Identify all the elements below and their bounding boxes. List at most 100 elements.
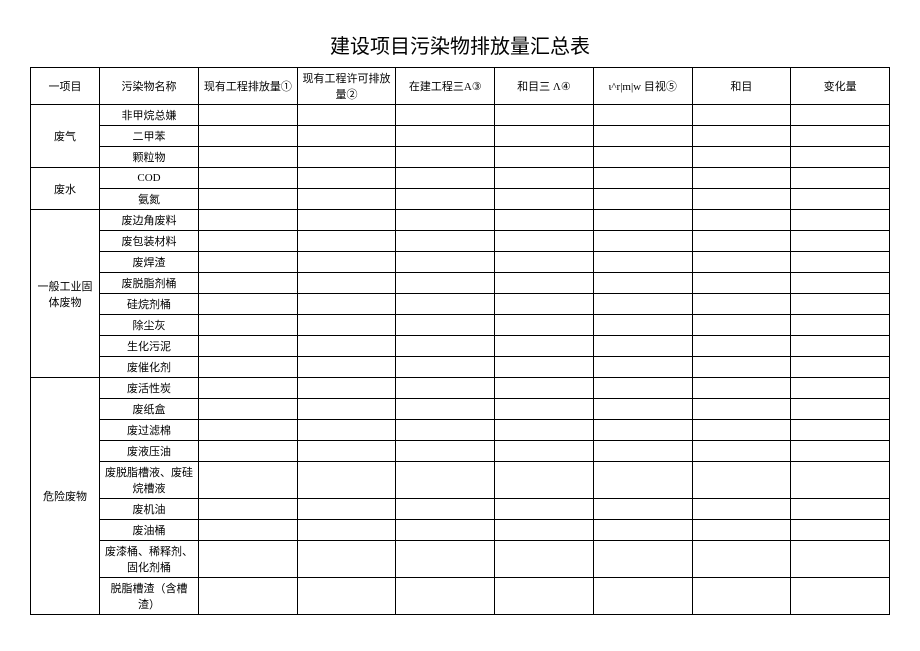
- table-row: 废水COD: [31, 168, 890, 189]
- page-title: 建设项目污染物排放量汇总表: [30, 30, 890, 59]
- data-cell: [692, 520, 791, 541]
- pollutant-name-cell: 生化污泥: [100, 336, 199, 357]
- data-cell: [297, 499, 396, 520]
- data-cell: [692, 294, 791, 315]
- data-cell: [495, 541, 594, 578]
- data-cell: [495, 357, 594, 378]
- data-cell: [692, 189, 791, 210]
- data-cell: [791, 578, 890, 615]
- data-cell: [593, 462, 692, 499]
- data-cell: [593, 105, 692, 126]
- data-cell: [593, 520, 692, 541]
- table-row: 废脱脂槽液、废硅烷槽液: [31, 462, 890, 499]
- data-cell: [593, 357, 692, 378]
- data-cell: [199, 168, 298, 189]
- data-cell: [297, 541, 396, 578]
- data-cell: [396, 252, 495, 273]
- table-row: 废催化剂: [31, 357, 890, 378]
- category-cell: 一般工业固体废物: [31, 210, 100, 378]
- data-cell: [692, 420, 791, 441]
- data-cell: [495, 441, 594, 462]
- category-cell: 废气: [31, 105, 100, 168]
- data-cell: [199, 357, 298, 378]
- data-cell: [791, 336, 890, 357]
- table-row: 废焊渣: [31, 252, 890, 273]
- data-cell: [791, 252, 890, 273]
- data-cell: [593, 273, 692, 294]
- pollutant-name-cell: 脱脂槽渣（含槽渣）: [100, 578, 199, 615]
- data-cell: [297, 105, 396, 126]
- category-cell: 废水: [31, 168, 100, 210]
- data-cell: [396, 294, 495, 315]
- data-cell: [692, 315, 791, 336]
- data-cell: [297, 147, 396, 168]
- data-cell: [199, 462, 298, 499]
- pollutant-name-cell: 二甲苯: [100, 126, 199, 147]
- data-cell: [593, 578, 692, 615]
- table-row: 颗粒物: [31, 147, 890, 168]
- data-cell: [495, 378, 594, 399]
- data-cell: [495, 105, 594, 126]
- table-header: 现有工程排放量①: [199, 68, 298, 105]
- pollutant-name-cell: 废焊渣: [100, 252, 199, 273]
- data-cell: [593, 541, 692, 578]
- data-cell: [791, 399, 890, 420]
- table-row: 废油桶: [31, 520, 890, 541]
- table-row: 废包装材料: [31, 231, 890, 252]
- data-cell: [199, 420, 298, 441]
- data-cell: [199, 441, 298, 462]
- data-cell: [495, 420, 594, 441]
- table-header: 和目: [692, 68, 791, 105]
- data-cell: [199, 336, 298, 357]
- data-cell: [396, 168, 495, 189]
- data-cell: [297, 273, 396, 294]
- pollutant-name-cell: 颗粒物: [100, 147, 199, 168]
- data-cell: [495, 210, 594, 231]
- data-cell: [791, 499, 890, 520]
- data-cell: [199, 541, 298, 578]
- pollutant-name-cell: 废脱脂槽液、废硅烷槽液: [100, 462, 199, 499]
- data-cell: [297, 336, 396, 357]
- data-cell: [791, 147, 890, 168]
- data-cell: [692, 147, 791, 168]
- pollutant-name-cell: 废机油: [100, 499, 199, 520]
- data-cell: [199, 520, 298, 541]
- data-cell: [593, 189, 692, 210]
- data-cell: [297, 210, 396, 231]
- pollutant-name-cell: 废边角废料: [100, 210, 199, 231]
- data-cell: [495, 294, 594, 315]
- data-cell: [495, 315, 594, 336]
- data-cell: [396, 462, 495, 499]
- data-cell: [791, 105, 890, 126]
- data-cell: [791, 210, 890, 231]
- data-cell: [593, 499, 692, 520]
- data-cell: [791, 357, 890, 378]
- pollutant-name-cell: COD: [100, 168, 199, 189]
- data-cell: [692, 231, 791, 252]
- data-cell: [495, 399, 594, 420]
- data-cell: [396, 399, 495, 420]
- pollutant-name-cell: 废催化剂: [100, 357, 199, 378]
- data-cell: [791, 126, 890, 147]
- data-cell: [396, 420, 495, 441]
- pollutant-name-cell: 废漆桶、稀释剂、固化剂桶: [100, 541, 199, 578]
- data-cell: [396, 105, 495, 126]
- table-body: 废气非甲烷总嫌二甲苯颗粒物废水COD氨氮一般工业固体废物废边角废料废包装材料废焊…: [31, 105, 890, 615]
- data-cell: [199, 499, 298, 520]
- data-cell: [396, 441, 495, 462]
- data-cell: [297, 168, 396, 189]
- data-cell: [692, 126, 791, 147]
- data-cell: [495, 273, 594, 294]
- data-cell: [199, 578, 298, 615]
- data-cell: [593, 126, 692, 147]
- data-cell: [692, 273, 791, 294]
- table-row: 废漆桶、稀释剂、固化剂桶: [31, 541, 890, 578]
- table-row: 二甲苯: [31, 126, 890, 147]
- table-header: 现有工程许可排放量②: [297, 68, 396, 105]
- pollutant-name-cell: 废活性炭: [100, 378, 199, 399]
- data-cell: [692, 168, 791, 189]
- data-cell: [495, 189, 594, 210]
- table-header: ι^r|m|w 目视⑤: [593, 68, 692, 105]
- data-cell: [297, 441, 396, 462]
- data-cell: [593, 294, 692, 315]
